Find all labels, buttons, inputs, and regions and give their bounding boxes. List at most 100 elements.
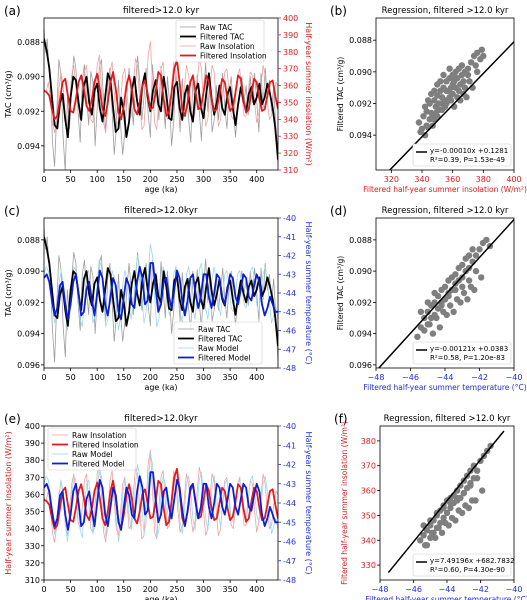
x-tick-label: 0	[41, 373, 46, 382]
legend-box	[47, 427, 137, 471]
scatter-point	[415, 119, 423, 126]
y-tick-label: 0.094	[17, 142, 40, 151]
y2-tick-label: -40	[283, 214, 296, 223]
panel-label: (d)	[330, 204, 347, 218]
x-tick-label: 100	[90, 585, 105, 594]
x-tick-label: 400	[249, 585, 264, 594]
x-tick-label: 250	[169, 585, 184, 594]
y2-tick-label: -44	[283, 289, 296, 298]
y-axis-label: TAC (cm³/g)	[4, 269, 13, 317]
scatter-point	[445, 522, 452, 529]
scatter-point	[478, 46, 485, 53]
y-tick-label: 370	[25, 473, 40, 482]
scatter-point	[474, 68, 481, 76]
annotation-stats: R²=0.58, P=1.20e-83	[430, 354, 505, 362]
y-tick-label: 380	[25, 456, 40, 465]
series-line-raw-model	[44, 452, 278, 542]
x-tick-label: 380	[476, 175, 491, 184]
y-tick-label: 0.088	[349, 236, 372, 245]
scatter-point	[473, 475, 481, 482]
y2-tick-label: 320	[283, 149, 298, 158]
y2-tick-label: -48	[283, 364, 296, 373]
y2-tick-label: -43	[283, 270, 296, 279]
chart-title: filtered>12.0kyr	[124, 414, 198, 424]
y2-tick-label: -47	[283, 345, 296, 354]
y2-tick-label: -46	[283, 327, 296, 336]
panel-c: 0 50 100 150 200 250 300 350 400 age (ka) 0.088 0.0…	[4, 204, 313, 392]
chart-title: filtered>12.0 kyr	[123, 6, 200, 16]
y-tick-label: 350	[25, 508, 40, 517]
y2-tick-label: -43	[283, 480, 296, 489]
scatter-point	[421, 327, 428, 334]
scatter-point	[480, 52, 487, 60]
scatter-point	[452, 286, 459, 294]
y2-tick-label: -47	[283, 557, 296, 566]
scatter-point	[420, 532, 427, 539]
scatter-point	[437, 78, 444, 85]
y-axis-label: Filtered half-year summer insolation (W/…	[340, 421, 349, 585]
x-tick-label: 350	[222, 175, 237, 184]
panel-e: 0 50 100 150 200 250 300 350 400 age (ka) 310 320 33…	[4, 412, 313, 600]
scatter-point	[423, 122, 430, 129]
legend-box	[175, 19, 265, 63]
scatter-point	[472, 267, 480, 275]
y2-tick-label: -44	[283, 499, 296, 508]
scatter-point	[453, 494, 461, 502]
scatter-point	[444, 97, 452, 104]
regression-line	[377, 219, 514, 368]
y2-axis-label: Half-year summer insolation (W/m²)	[304, 22, 313, 165]
annotation-stats: R²=0.39, P=1.53e-49	[430, 156, 505, 164]
y-tick-label: 0.094	[349, 330, 372, 339]
y-tick-label: 340	[361, 536, 376, 545]
scatter-point	[463, 94, 470, 101]
scatter-point	[471, 286, 478, 294]
x-tick-label: 350	[222, 585, 237, 594]
x-tick-label: −40	[506, 585, 523, 594]
scatter-point	[446, 65, 453, 72]
scatter-point	[464, 296, 471, 303]
scatter-point	[472, 62, 479, 69]
x-tick-label: −48	[372, 585, 389, 594]
scatter-point	[459, 283, 466, 290]
x-axis-label: age (ka)	[144, 185, 177, 194]
y2-tick-label: 370	[283, 65, 298, 74]
scatter-point	[476, 246, 483, 253]
y2-tick-label: 340	[283, 115, 298, 124]
scatter-point	[435, 524, 442, 531]
scatter-point	[466, 78, 473, 85]
x-tick-label: 0	[41, 585, 46, 594]
scatter-point	[436, 324, 443, 331]
x-axis-label: age (ka)	[144, 383, 177, 392]
x-tick-label: 200	[143, 175, 158, 184]
scatter-point	[445, 292, 452, 300]
y-tick-label: 0.088	[17, 38, 40, 47]
scatter-point	[429, 330, 437, 337]
legend-entry: Raw Model	[72, 450, 113, 459]
scatter-point	[447, 504, 454, 512]
x-axis-label: Filtered half-year summer temperature (°…	[365, 595, 527, 600]
scatter-point	[420, 113, 427, 120]
panel-label: (a)	[4, 4, 21, 18]
scatter-point	[465, 504, 472, 512]
scatter-point	[421, 132, 429, 139]
chart-title: filtered>12.0kyr	[124, 206, 198, 216]
legend-entry: Filtered Model	[72, 460, 125, 469]
y2-tick-label: -41	[283, 233, 296, 242]
y-tick-label: 0.090	[349, 267, 372, 276]
scatter-point	[460, 289, 468, 297]
scatter-point	[432, 109, 439, 117]
y-tick-label: 0.088	[349, 36, 372, 45]
scatter-point	[449, 90, 456, 98]
x-tick-label: 400	[249, 175, 264, 184]
scatter-point	[417, 537, 424, 544]
series-line-filtered-model	[44, 262, 278, 321]
y2-tick-label: -48	[283, 576, 296, 585]
legend-entry: Raw TAC	[198, 325, 230, 334]
